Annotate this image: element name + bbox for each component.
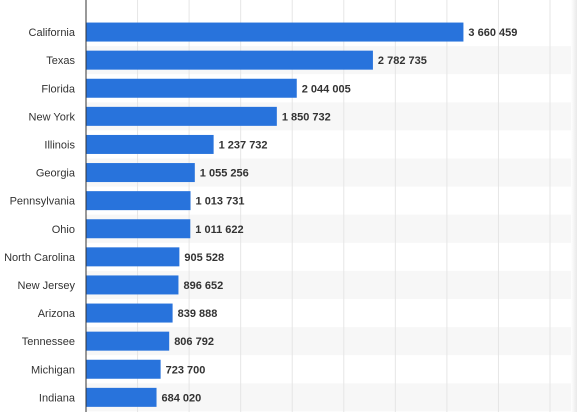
category-label: Texas xyxy=(46,55,75,67)
value-label: 2 044 005 xyxy=(302,83,351,95)
bars xyxy=(86,22,464,407)
bar[interactable] xyxy=(86,303,173,323)
row-stripe xyxy=(86,383,577,412)
bar[interactable] xyxy=(86,331,170,351)
bar[interactable] xyxy=(86,387,157,407)
value-label: 1 013 731 xyxy=(196,196,245,208)
category-label: Pennsylvania xyxy=(10,196,76,208)
value-labels: 3 660 459 2 782 735 2 044 005 1 850 732 1 23… xyxy=(162,27,518,404)
bar[interactable] xyxy=(86,359,161,379)
bar[interactable] xyxy=(86,247,180,267)
category-label: Georgia xyxy=(36,168,76,180)
value-label: 3 660 459 xyxy=(468,27,517,39)
bar[interactable] xyxy=(86,275,179,295)
bar[interactable] xyxy=(86,191,191,211)
bar[interactable] xyxy=(86,219,191,239)
value-label: 1 237 732 xyxy=(219,139,268,151)
category-label: North Carolina xyxy=(4,252,76,264)
value-label: 684 020 xyxy=(162,392,202,404)
value-label: 905 528 xyxy=(184,252,224,264)
category-label: Michigan xyxy=(31,364,75,376)
value-label: 839 888 xyxy=(178,308,218,320)
value-label: 1 055 256 xyxy=(200,168,249,180)
category-label: Illinois xyxy=(44,139,75,151)
category-label: Ohio xyxy=(52,224,75,236)
value-label: 806 792 xyxy=(174,336,214,348)
category-labels: California Texas Florida New York Illinois Ge… xyxy=(4,27,76,404)
value-label: 1 850 732 xyxy=(282,111,331,123)
category-label: New York xyxy=(29,111,76,123)
category-label: Florida xyxy=(41,83,76,95)
bar[interactable] xyxy=(86,22,464,42)
value-label: 896 652 xyxy=(183,280,223,292)
category-label: Arizona xyxy=(38,308,76,320)
value-label: 2 782 735 xyxy=(378,55,427,67)
value-label: 723 700 xyxy=(166,364,206,376)
category-label: Tennessee xyxy=(22,336,75,348)
bar[interactable] xyxy=(86,78,297,98)
value-label: 1 011 622 xyxy=(195,224,243,236)
category-label: Indiana xyxy=(39,392,76,404)
scroll-edge-shadow xyxy=(571,0,577,412)
category-label: New Jersey xyxy=(18,280,76,292)
bar[interactable] xyxy=(86,106,277,126)
bar[interactable] xyxy=(86,163,195,183)
bar[interactable] xyxy=(86,50,373,70)
bar[interactable] xyxy=(86,134,214,154)
category-label: California xyxy=(29,27,76,39)
